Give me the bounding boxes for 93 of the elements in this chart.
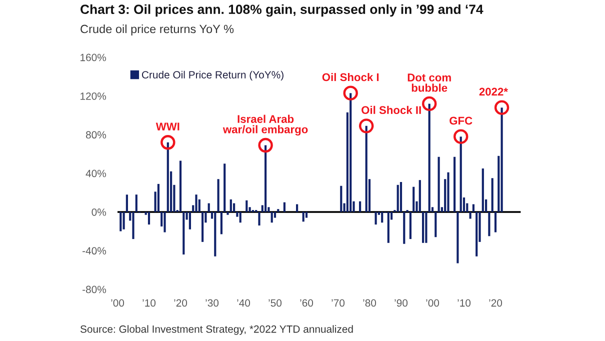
bar (438, 156, 440, 212)
x-tick-label: ’20 (489, 299, 502, 307)
bar (381, 212, 384, 223)
bar (122, 212, 125, 230)
y-tick-label: 160% (80, 54, 106, 62)
bar (166, 142, 169, 212)
x-tick-label: ’40 (237, 299, 250, 307)
bar (469, 212, 472, 219)
bar (447, 172, 450, 212)
bar (296, 204, 298, 212)
y-tick-label: -40% (82, 247, 106, 255)
x-tick-label: ’90 (394, 299, 408, 307)
y-tick-label: -80% (82, 286, 106, 294)
y-tick-label: 80% (86, 131, 106, 139)
bar (476, 212, 478, 256)
y-tick-label: 40% (86, 170, 106, 178)
bar (208, 203, 210, 212)
x-tick-label: ’80 (363, 299, 376, 307)
bar (494, 212, 497, 232)
bar (239, 212, 242, 223)
bar (488, 212, 490, 236)
annotation: GFC (450, 116, 472, 125)
bar (359, 201, 362, 212)
bar (220, 212, 222, 234)
bar (214, 212, 216, 256)
annotation: Dot com bubble (408, 74, 451, 92)
x-tick-label: ’70 (332, 299, 345, 307)
bar (428, 104, 430, 212)
bar (233, 203, 236, 212)
chart-title: Chart 3: Oil prices ann. 108% gain, surpassed only in ’99 and ‘74 (80, 4, 484, 17)
bar (132, 212, 134, 240)
annotation: 2022* (479, 88, 508, 96)
bar (126, 194, 128, 212)
annotation: Israel Arab war/oil embargo (222, 114, 308, 136)
x-tick-label: ’30 (206, 299, 219, 307)
bar (374, 212, 377, 225)
bar (422, 212, 424, 243)
bar (179, 160, 182, 212)
x-tick-label: ’50 (268, 299, 282, 307)
bar (182, 212, 185, 254)
bar (434, 212, 437, 238)
bar (472, 204, 474, 212)
annotation: Oil Shock I (322, 72, 379, 82)
annotation: WWI (156, 122, 180, 130)
bar (365, 126, 368, 212)
bar (400, 182, 402, 212)
bar (403, 212, 406, 244)
bar (258, 212, 260, 226)
bar (425, 212, 428, 243)
bar (500, 108, 503, 212)
bar (148, 212, 150, 225)
bar (230, 199, 232, 212)
bar (412, 186, 415, 212)
bar (195, 194, 198, 212)
bar (456, 212, 459, 264)
bar (454, 156, 456, 212)
x-tick-label: ’00 (426, 299, 440, 307)
bar (226, 212, 229, 215)
y-tick-label: 0% (92, 208, 106, 216)
x-tick-label: ’10 (458, 299, 471, 307)
bar (246, 200, 248, 212)
annotation: Oil Shock II (362, 106, 421, 114)
x-tick-label: ’60 (300, 299, 314, 307)
bar (120, 212, 122, 232)
bar (305, 212, 308, 218)
y-tick-label: 120% (80, 92, 106, 100)
bar (340, 186, 342, 212)
bar (164, 212, 166, 232)
bar (277, 209, 280, 212)
bar (302, 212, 304, 222)
x-tick-label: ’00 (111, 299, 124, 307)
bar (387, 212, 390, 243)
bar (350, 93, 352, 212)
bar (188, 212, 191, 230)
bar (202, 212, 204, 242)
bar (135, 194, 138, 212)
x-tick-label: ’10 (142, 299, 156, 307)
source-note: Source: Global Investment Strategy, *2022 YTD annualized (80, 325, 353, 335)
bar (157, 184, 160, 212)
bar (460, 136, 462, 212)
bar (491, 178, 494, 212)
legend-label: Crude Oil Price Return (YoY%) (142, 70, 284, 81)
chart-subtitle: Crude oil price returns YoY % (80, 24, 234, 36)
bar (270, 212, 273, 223)
bar (264, 145, 267, 212)
bar (217, 179, 220, 212)
x-tick-label: ’20 (174, 299, 188, 307)
bar (482, 168, 484, 212)
bar (283, 202, 286, 212)
bar (418, 180, 421, 212)
bar (224, 164, 226, 212)
bar (409, 212, 412, 240)
bar (396, 184, 399, 212)
